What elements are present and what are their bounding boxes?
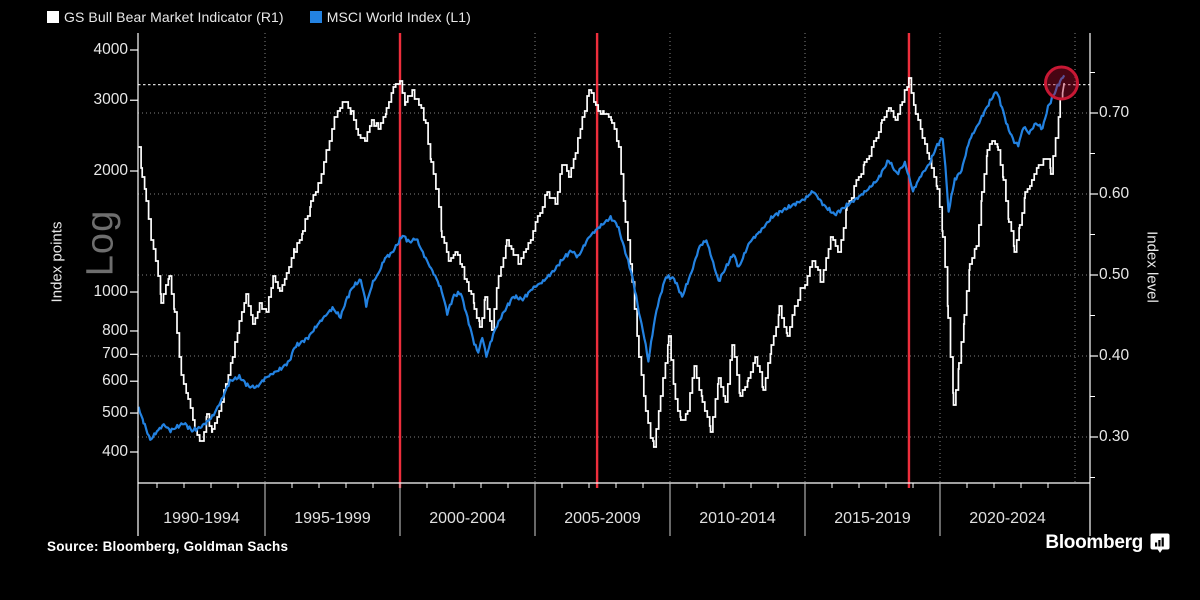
legend-label-gs-indicator: GS Bull Bear Market Indicator (R1) bbox=[64, 9, 284, 25]
left-axis-tick-label: 1000 bbox=[93, 283, 128, 301]
right-axis-tick-label: 0.50 bbox=[1099, 266, 1130, 283]
source-note: Source: Bloomberg, Goldman Sachs bbox=[47, 539, 289, 554]
legend-swatch-blue-icon bbox=[309, 11, 322, 23]
legend-item-msci-world: MSCI World Index (L1) bbox=[309, 9, 471, 25]
right-axis-tick-label: 0.40 bbox=[1099, 347, 1130, 364]
left-axis-tick-label: 500 bbox=[102, 404, 128, 422]
bloomberg-wordmark: Bloomberg bbox=[1045, 532, 1143, 553]
left-axis-tick-label: 800 bbox=[102, 321, 128, 339]
legend-item-gs-indicator: GS Bull Bear Market Indicator (R1) bbox=[47, 9, 284, 25]
left-axis-tick-label: 700 bbox=[102, 345, 128, 363]
left-axis-tick-label: 2000 bbox=[93, 162, 128, 179]
x-axis-period-label: 1990-1994 bbox=[163, 510, 240, 527]
right-axis-tick-label: 0.70 bbox=[1099, 104, 1130, 121]
log-scale-label: Log bbox=[79, 209, 122, 277]
right-axis-tick-label: 0.60 bbox=[1099, 185, 1130, 202]
bloomberg-chart-bubble-icon bbox=[1150, 533, 1170, 553]
x-axis-period-label: 2010-2014 bbox=[699, 510, 776, 527]
right-axis-tick-label: 0.30 bbox=[1099, 428, 1130, 445]
chart-legend: GS Bull Bear Market Indicator (R1) MSCI … bbox=[47, 9, 471, 25]
x-axis-period-label: 2005-2009 bbox=[564, 510, 641, 527]
x-axis-period-label: 1995-1999 bbox=[294, 510, 371, 527]
left-axis-tick-label: 4000 bbox=[93, 41, 128, 58]
left-axis-tick-label: 600 bbox=[102, 372, 128, 390]
x-axis-period-label: 2020-2024 bbox=[969, 510, 1046, 527]
x-axis-period-label: 2000-2004 bbox=[429, 510, 506, 527]
left-axis-tick-label: 400 bbox=[102, 443, 128, 460]
left-axis-title: Index points bbox=[48, 221, 66, 303]
legend-label-msci-world: MSCI World Index (L1) bbox=[326, 9, 471, 25]
left-axis-tick-label: 3000 bbox=[93, 91, 128, 109]
bloomberg-logo: Bloomberg bbox=[1045, 532, 1170, 554]
x-axis-period-label: 2015-2019 bbox=[834, 510, 911, 527]
right-axis-title: Index level bbox=[1143, 231, 1161, 303]
legend-swatch-white-icon bbox=[47, 11, 59, 23]
